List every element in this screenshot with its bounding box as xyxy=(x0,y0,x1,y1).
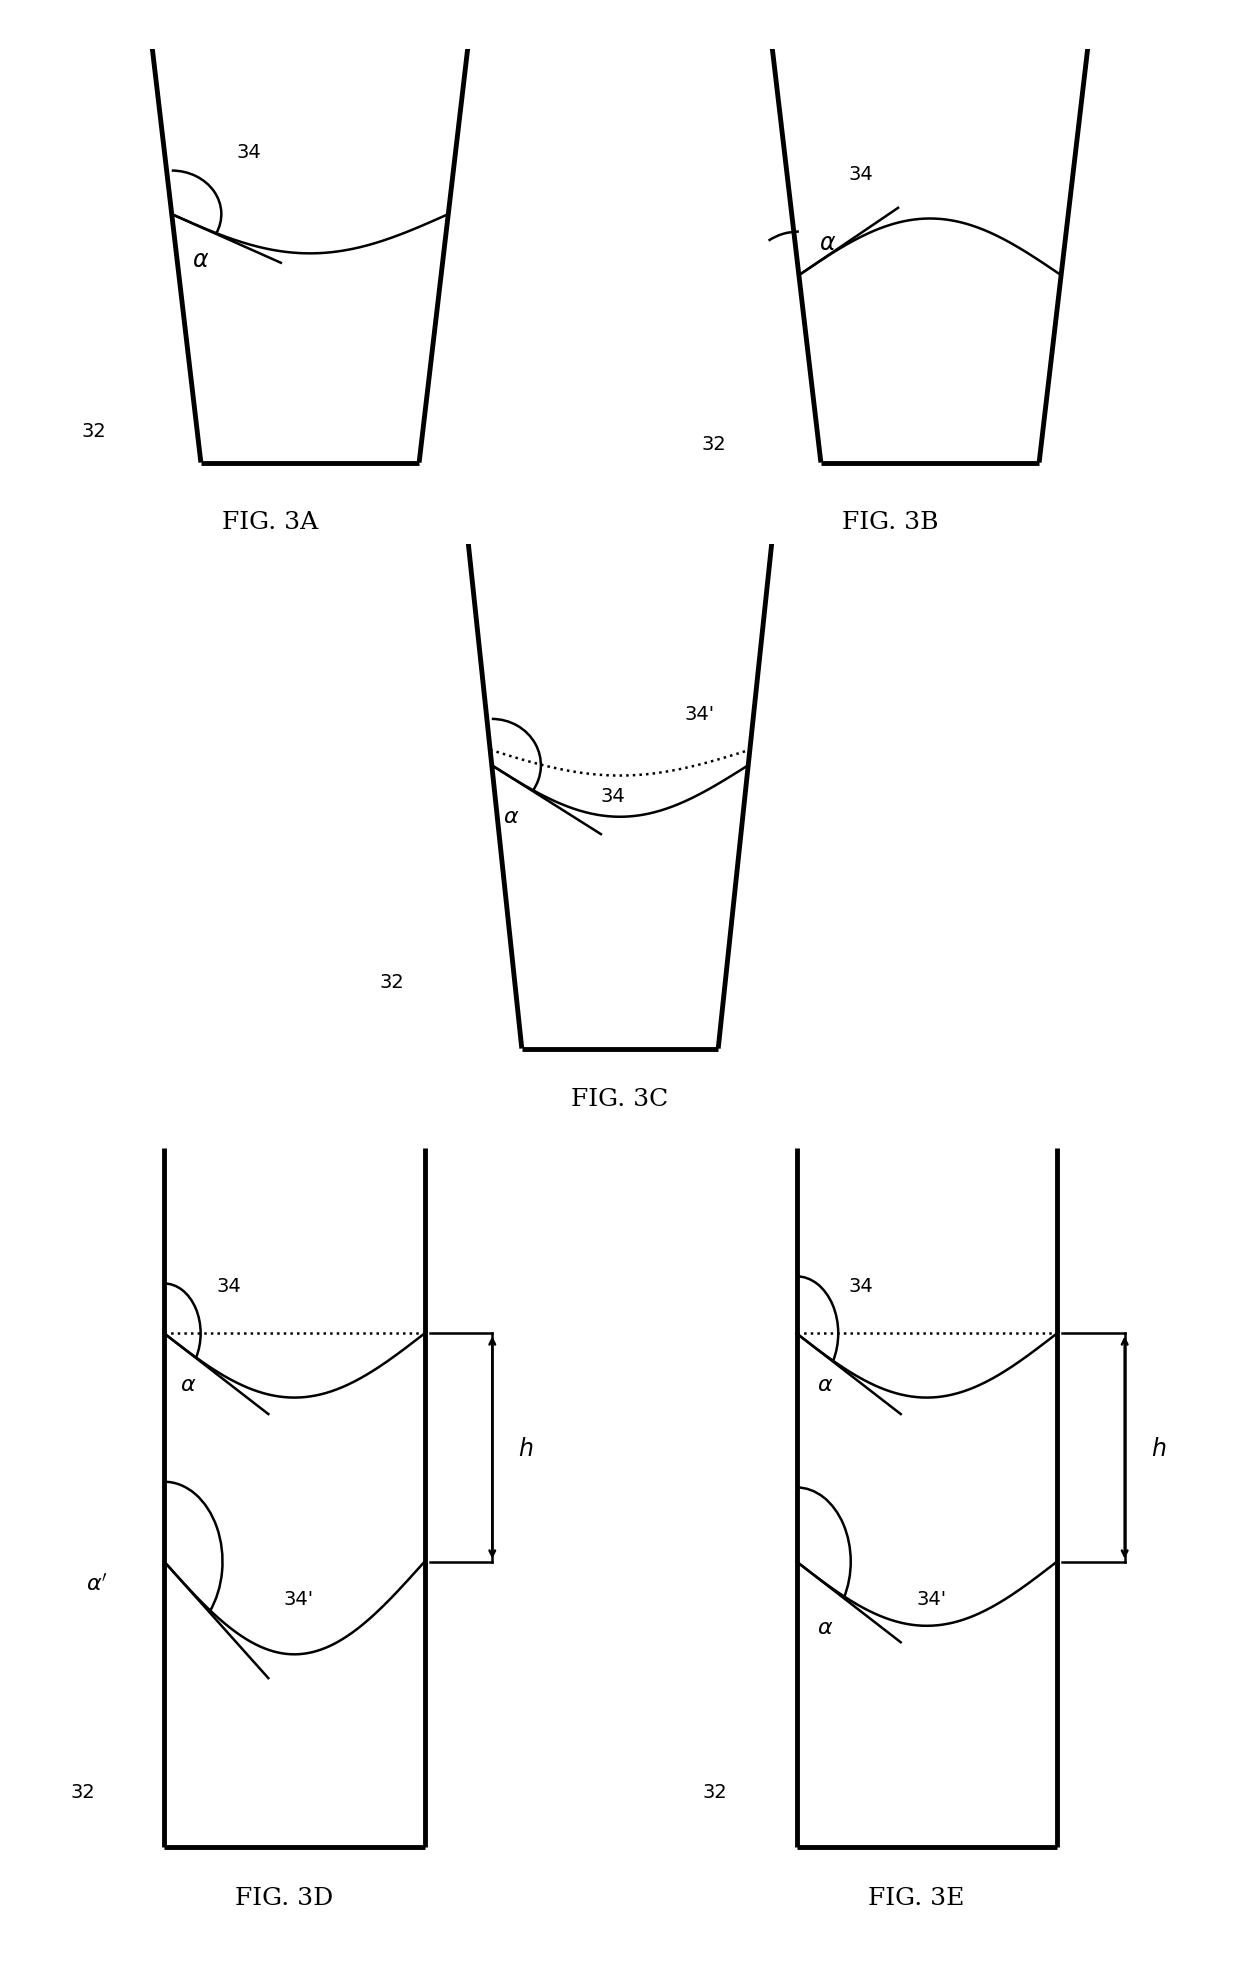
Text: 34': 34' xyxy=(284,1590,314,1608)
Text: 32: 32 xyxy=(71,1782,95,1802)
Text: FIG. 3E: FIG. 3E xyxy=(868,1887,965,1909)
Text: 32: 32 xyxy=(703,1782,728,1802)
Text: FIG. 3B: FIG. 3B xyxy=(842,511,939,535)
Text: FIG. 3C: FIG. 3C xyxy=(572,1087,668,1111)
Text: 34: 34 xyxy=(848,164,873,184)
Text: 32: 32 xyxy=(702,436,727,453)
Text: 34: 34 xyxy=(236,143,260,162)
Text: h: h xyxy=(1151,1436,1166,1459)
Text: $\alpha$: $\alpha$ xyxy=(191,248,208,273)
Text: $\alpha$: $\alpha$ xyxy=(180,1374,196,1394)
Text: $\alpha$: $\alpha$ xyxy=(502,806,520,826)
Text: FIG. 3A: FIG. 3A xyxy=(222,511,319,535)
Text: 32: 32 xyxy=(82,422,107,442)
Text: 34: 34 xyxy=(848,1275,873,1295)
Text: $\alpha$: $\alpha$ xyxy=(817,1618,833,1637)
Text: 34': 34' xyxy=(916,1590,946,1608)
Text: $\alpha'$: $\alpha'$ xyxy=(86,1572,108,1594)
Text: 34: 34 xyxy=(601,786,626,806)
Text: FIG. 3D: FIG. 3D xyxy=(234,1887,334,1909)
Text: $\alpha$: $\alpha$ xyxy=(818,232,836,255)
Text: h: h xyxy=(518,1436,533,1459)
Text: 34: 34 xyxy=(216,1275,241,1295)
Text: $\alpha$: $\alpha$ xyxy=(817,1374,833,1394)
Text: 34': 34' xyxy=(684,705,714,723)
Text: 32: 32 xyxy=(379,972,404,992)
